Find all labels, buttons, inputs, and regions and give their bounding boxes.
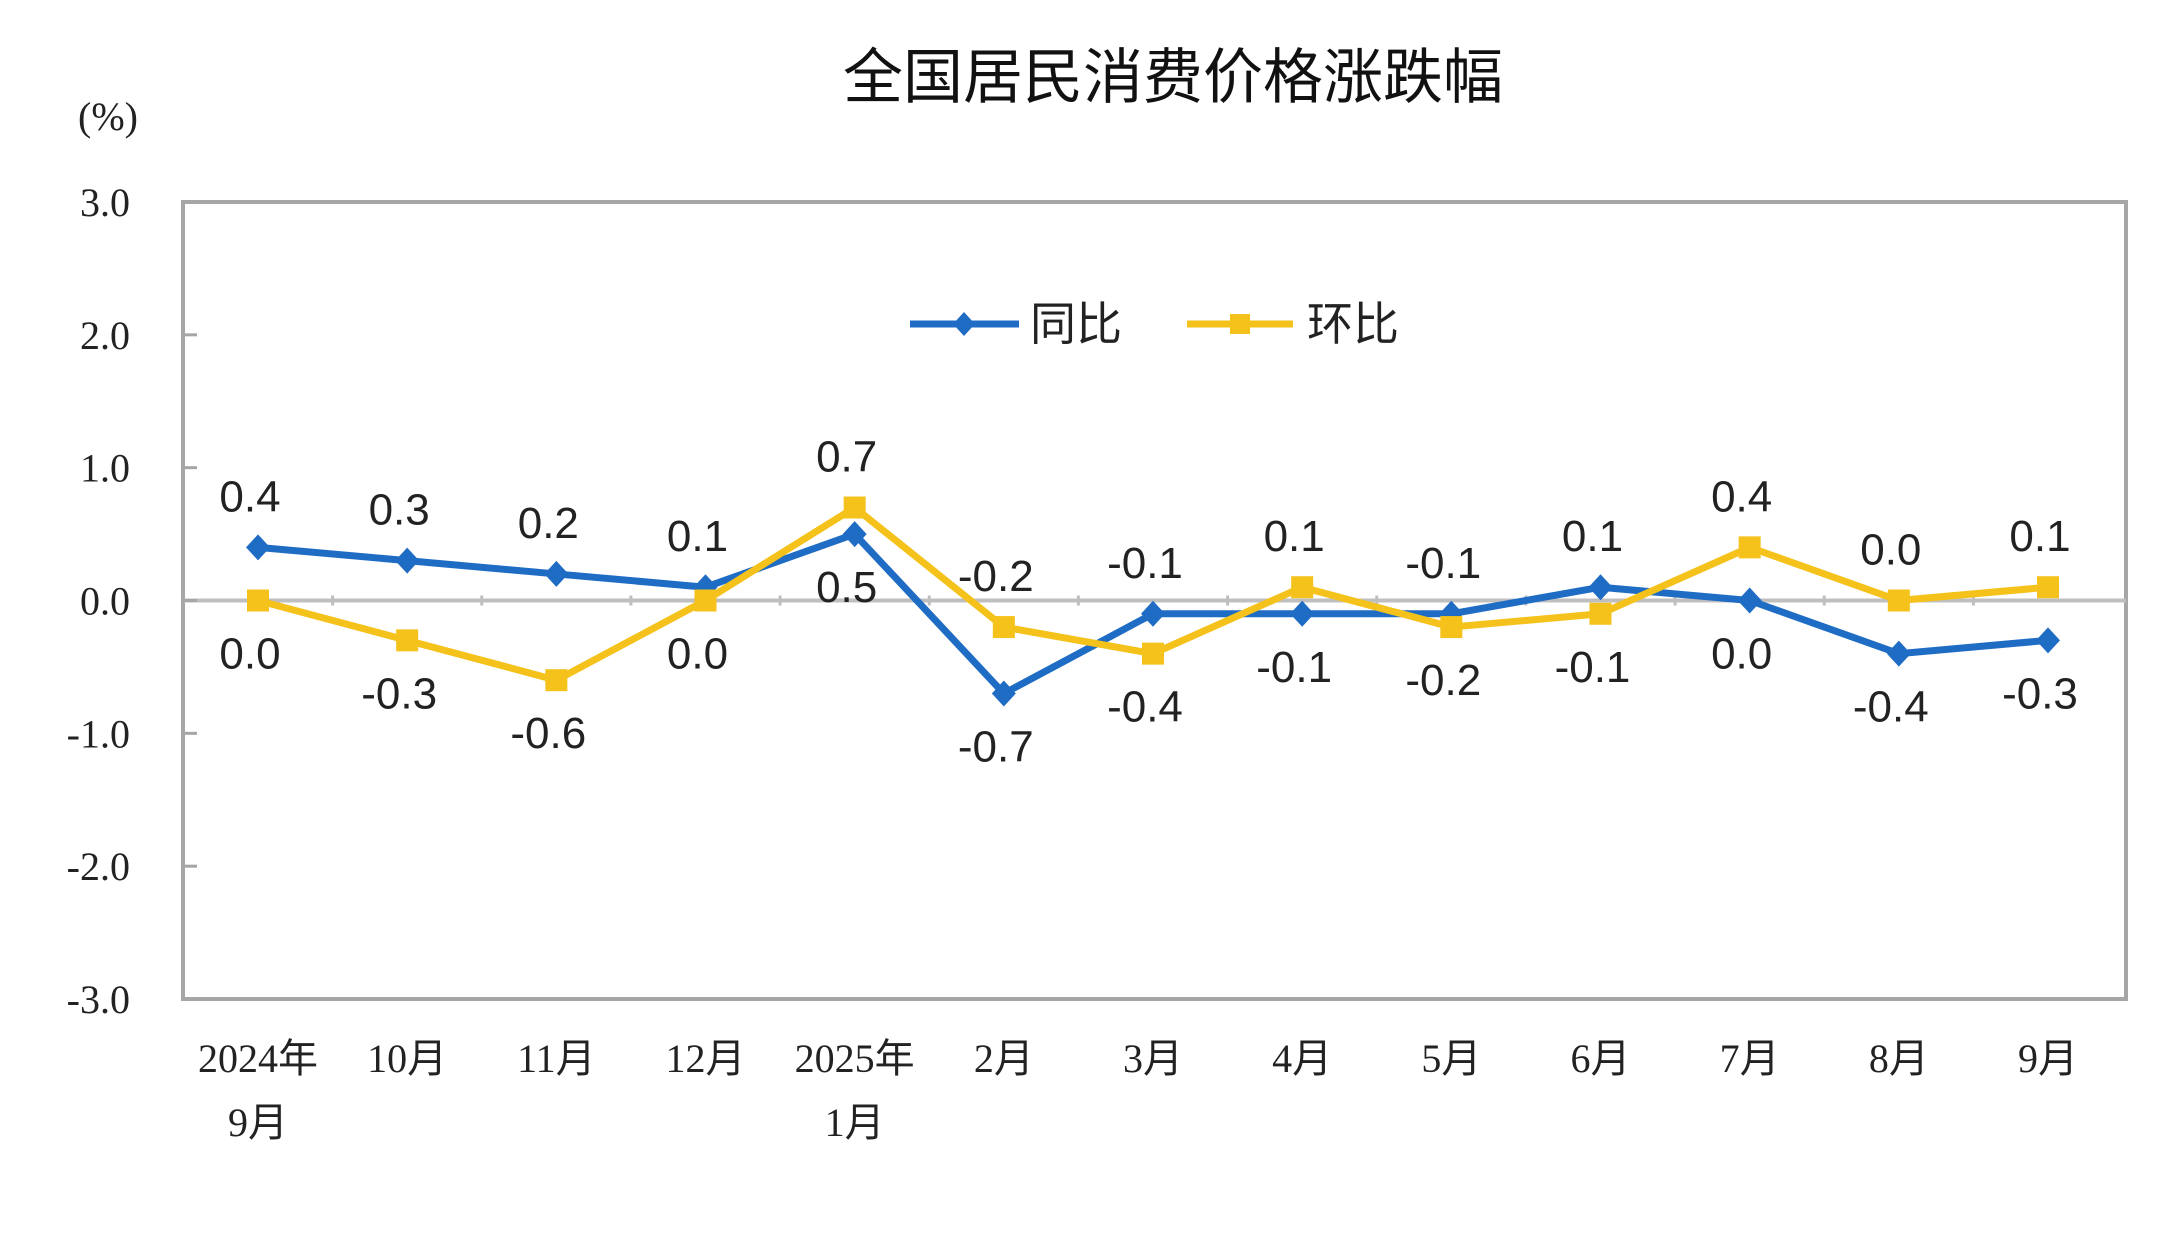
data-label: -0.1 bbox=[1107, 539, 1183, 588]
data-label: -0.7 bbox=[958, 722, 1034, 771]
x-tick-label: 3月 bbox=[1123, 1036, 1183, 1081]
x-tick-label: 7月 bbox=[1720, 1036, 1780, 1081]
data-label: -0.2 bbox=[958, 552, 1034, 601]
data-label: 0.0 bbox=[219, 630, 280, 679]
y-tick-label: 0.0 bbox=[80, 579, 130, 624]
data-label: 0.4 bbox=[1711, 472, 1772, 521]
data-label: 0.1 bbox=[1264, 512, 1325, 561]
data-point-yoy bbox=[246, 534, 270, 561]
x-tick-label: 2025年 bbox=[795, 1036, 915, 1081]
chart-title: 全国居民消费价格涨跌幅 bbox=[843, 43, 1503, 113]
x-tick-label: 9月 bbox=[2018, 1036, 2078, 1081]
x-tick-label: 4月 bbox=[1272, 1036, 1332, 1081]
x-tick-label: 12月 bbox=[666, 1036, 746, 1081]
y-tick-label: 3.0 bbox=[80, 180, 130, 225]
data-point-yoy bbox=[842, 521, 867, 548]
data-point-mom bbox=[1887, 589, 1910, 612]
data-point-mom bbox=[247, 589, 269, 612]
data-label: 0.5 bbox=[816, 563, 877, 612]
data-label: 0.1 bbox=[1562, 512, 1623, 561]
data-point-mom bbox=[1291, 576, 1314, 599]
data-label: -0.4 bbox=[1853, 683, 1929, 732]
x-tick-label: 9月 bbox=[228, 1100, 288, 1145]
data-label: -0.1 bbox=[1405, 539, 1481, 588]
data-point-yoy bbox=[1290, 600, 1315, 627]
x-tick-label: 10月 bbox=[367, 1036, 447, 1081]
data-point-yoy bbox=[395, 547, 420, 574]
data-point-mom bbox=[992, 616, 1015, 639]
data-point-yoy bbox=[2036, 627, 2060, 654]
data-label: -0.2 bbox=[1405, 656, 1481, 705]
data-point-mom bbox=[843, 496, 866, 519]
y-tick-label: -1.0 bbox=[67, 711, 130, 756]
y-tick-label: 2.0 bbox=[80, 313, 130, 358]
data-label: 0.1 bbox=[2009, 512, 2070, 561]
data-point-mom bbox=[1142, 642, 1164, 665]
x-tick-label: 8月 bbox=[1869, 1036, 1929, 1081]
data-point-mom bbox=[694, 589, 717, 612]
data-point-yoy bbox=[1588, 574, 1613, 601]
data-point-mom bbox=[1738, 536, 1761, 559]
data-label: 0.1 bbox=[667, 512, 728, 561]
data-label: 0.0 bbox=[1860, 526, 1921, 575]
x-tick-label: 2月 bbox=[974, 1036, 1034, 1081]
data-label: -0.1 bbox=[1256, 643, 1332, 692]
x-tick-label: 1月 bbox=[825, 1100, 885, 1145]
y-axis-unit: (%) bbox=[78, 94, 138, 139]
x-tick-label: 5月 bbox=[1421, 1036, 1481, 1081]
data-point-yoy bbox=[1737, 587, 1762, 614]
legend-square-icon bbox=[1230, 314, 1250, 334]
data-point-yoy bbox=[991, 680, 1016, 707]
data-label: -0.3 bbox=[361, 669, 437, 718]
data-label: 0.3 bbox=[369, 486, 430, 535]
legend-label-yoy: 同比 bbox=[1030, 297, 1122, 351]
data-label: -0.6 bbox=[510, 709, 586, 758]
data-label: 0.4 bbox=[219, 472, 280, 521]
data-label: -0.4 bbox=[1107, 683, 1183, 732]
data-label: 0.0 bbox=[1711, 630, 1772, 679]
legend-diamond-icon bbox=[953, 312, 975, 336]
data-point-mom bbox=[2037, 576, 2059, 599]
y-tick-label: 1.0 bbox=[80, 446, 130, 491]
data-label: -0.1 bbox=[1555, 643, 1631, 692]
legend: 同比 环比 bbox=[910, 297, 1399, 351]
data-point-mom bbox=[545, 669, 568, 692]
x-tick-label: 2024年 bbox=[198, 1036, 318, 1081]
data-point-mom bbox=[1440, 616, 1463, 639]
data-label: -0.3 bbox=[2002, 669, 2078, 718]
data-point-yoy bbox=[1886, 640, 1911, 667]
legend-label-mom: 环比 bbox=[1307, 297, 1399, 351]
y-tick-label: -3.0 bbox=[67, 977, 130, 1022]
data-point-yoy bbox=[544, 560, 569, 587]
data-point-yoy bbox=[1141, 600, 1165, 627]
y-tick-label: -2.0 bbox=[67, 844, 130, 889]
data-point-mom bbox=[396, 629, 419, 652]
data-point-mom bbox=[1589, 602, 1612, 625]
data-label: 0.7 bbox=[816, 433, 877, 482]
data-label: 0.2 bbox=[518, 499, 579, 548]
data-label: 0.0 bbox=[667, 630, 728, 679]
x-tick-label: 11月 bbox=[517, 1036, 596, 1081]
x-tick-label: 6月 bbox=[1571, 1036, 1631, 1081]
